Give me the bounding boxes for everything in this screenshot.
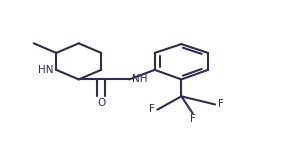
Text: HN: HN: [38, 65, 54, 75]
Text: F: F: [218, 99, 224, 109]
Text: F: F: [149, 104, 155, 114]
Text: O: O: [97, 98, 105, 108]
Text: F: F: [190, 114, 196, 124]
Text: NH: NH: [131, 74, 147, 84]
